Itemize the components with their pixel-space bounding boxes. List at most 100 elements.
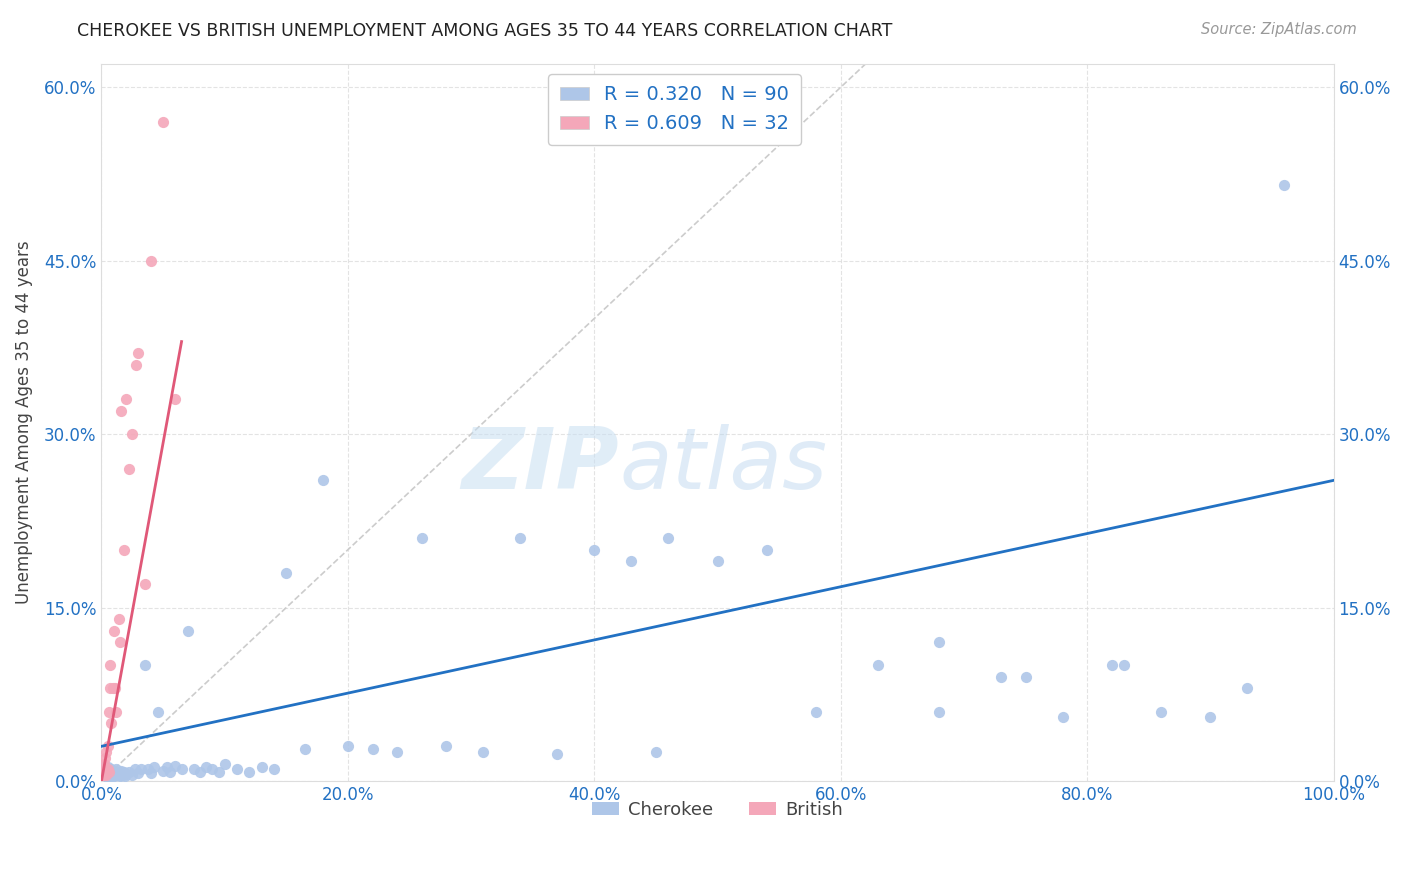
Point <box>263 763 285 777</box>
Point <box>107 612 129 626</box>
Text: CHEROKEE VS BRITISH UNEMPLOYMENT AMONG AGES 35 TO 44 YEARS CORRELATION CHART: CHEROKEE VS BRITISH UNEMPLOYMENT AMONG A… <box>77 22 893 40</box>
Point <box>93 768 115 782</box>
Point <box>657 531 679 545</box>
Point <box>129 763 152 777</box>
Point <box>93 760 115 774</box>
Point <box>93 756 115 771</box>
Point <box>195 760 218 774</box>
Point <box>110 764 132 778</box>
Point <box>188 764 211 779</box>
Point <box>1052 710 1074 724</box>
Text: ZIP: ZIP <box>461 424 619 507</box>
Point <box>125 358 148 372</box>
Point <box>336 739 359 754</box>
Point <box>97 767 120 781</box>
Point <box>97 771 120 785</box>
Point <box>108 769 131 783</box>
Point <box>139 765 162 780</box>
Point <box>472 745 495 759</box>
Point <box>124 763 146 777</box>
Point <box>1236 681 1258 696</box>
Point <box>139 253 162 268</box>
Text: atlas: atlas <box>619 424 827 507</box>
Point <box>361 741 384 756</box>
Point <box>97 763 120 777</box>
Point <box>104 768 127 782</box>
Point <box>385 745 408 759</box>
Point <box>294 741 316 756</box>
Point <box>121 768 143 782</box>
Point <box>105 705 128 719</box>
Point <box>103 769 125 783</box>
Point <box>127 765 149 780</box>
Point <box>134 577 156 591</box>
Point <box>97 760 120 774</box>
Point <box>93 764 115 779</box>
Point <box>96 764 118 779</box>
Point <box>509 531 531 545</box>
Point <box>804 705 827 719</box>
Text: Source: ZipAtlas.com: Source: ZipAtlas.com <box>1201 22 1357 37</box>
Point <box>1014 670 1036 684</box>
Point <box>98 658 121 673</box>
Point <box>165 759 187 773</box>
Point <box>98 681 121 696</box>
Point <box>436 739 458 754</box>
Point <box>100 765 122 780</box>
Point <box>114 769 136 783</box>
Point <box>100 769 122 783</box>
Point <box>91 768 114 782</box>
Point <box>98 765 121 780</box>
Point <box>1150 705 1173 719</box>
Point <box>170 763 193 777</box>
Point <box>91 768 114 782</box>
Point <box>117 764 139 779</box>
Point <box>159 764 181 779</box>
Point <box>96 768 118 782</box>
Point <box>152 764 174 778</box>
Point <box>97 764 120 779</box>
Point <box>115 392 138 407</box>
Point <box>183 763 205 777</box>
Point <box>107 768 129 782</box>
Point <box>104 681 127 696</box>
Y-axis label: Unemployment Among Ages 35 to 44 years: Unemployment Among Ages 35 to 44 years <box>15 241 32 605</box>
Point <box>755 542 778 557</box>
Point <box>98 768 121 782</box>
Point <box>1114 658 1136 673</box>
Point <box>146 705 169 719</box>
Point <box>103 624 125 638</box>
Point <box>121 427 143 442</box>
Point <box>98 763 121 777</box>
Point <box>108 635 131 649</box>
Point <box>1199 710 1222 724</box>
Point <box>207 764 229 779</box>
Point <box>1272 178 1295 193</box>
Point <box>105 763 128 777</box>
Point <box>96 745 118 759</box>
Point <box>312 474 335 488</box>
Point <box>94 764 117 779</box>
Point <box>94 768 117 782</box>
Point <box>238 764 260 779</box>
Point <box>115 767 138 781</box>
Point <box>103 767 125 781</box>
Point <box>112 542 135 557</box>
Point <box>706 554 728 568</box>
Point <box>620 554 643 568</box>
Point <box>101 681 124 696</box>
Point <box>143 760 166 774</box>
Point <box>990 670 1012 684</box>
Point <box>928 635 950 649</box>
Point <box>101 768 124 782</box>
Point <box>1101 658 1123 673</box>
Point <box>97 764 120 779</box>
Point <box>96 768 118 782</box>
Point <box>94 751 117 765</box>
Point <box>546 747 568 762</box>
Point <box>134 658 156 673</box>
Point <box>214 756 236 771</box>
Legend: Cherokee, British: Cherokee, British <box>585 793 851 826</box>
Point <box>250 760 273 774</box>
Point <box>97 769 120 783</box>
